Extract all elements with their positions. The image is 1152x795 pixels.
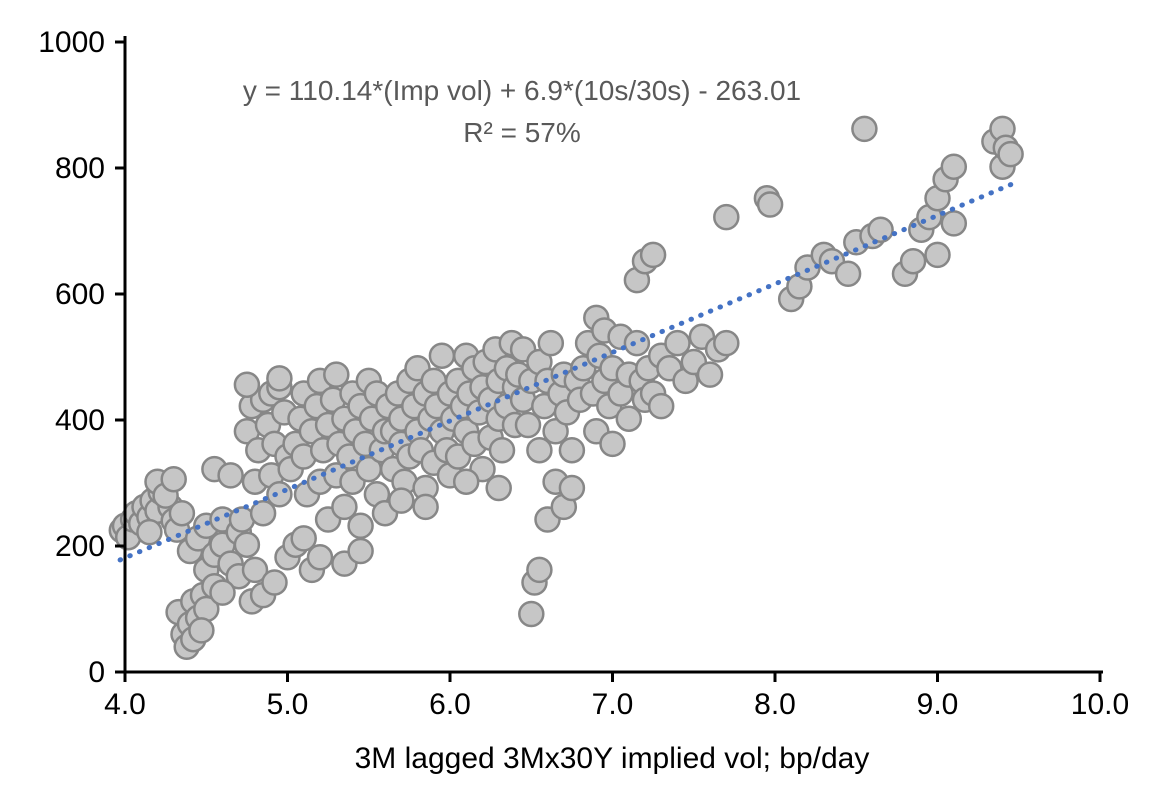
scatter-point	[452, 468, 480, 495]
scatter-point	[526, 556, 553, 584]
scatter-point	[647, 392, 675, 420]
scatter-point	[160, 465, 187, 493]
x-tick-label: 6.0	[429, 688, 471, 721]
scatter-point	[639, 241, 667, 269]
y-tick-label: 1000	[38, 26, 105, 59]
scatter-point	[713, 329, 740, 357]
scatter-point	[233, 531, 261, 558]
scatter-point	[388, 487, 415, 514]
scatter-point	[696, 361, 724, 388]
scatter-point	[266, 481, 293, 508]
scatter-point	[940, 153, 968, 180]
scatter-point	[488, 436, 516, 464]
y-tick-label: 400	[55, 404, 105, 437]
scatter-point	[997, 140, 1024, 168]
scatter-point	[347, 512, 374, 540]
scatter-points-layer	[108, 115, 1024, 661]
scatter-point	[537, 329, 565, 357]
scatter-point	[266, 365, 293, 392]
scatter-point	[217, 462, 244, 489]
scatter-point	[558, 436, 586, 464]
scatter-point	[940, 210, 968, 237]
x-tick-label: 8.0	[754, 688, 796, 721]
scatter-point	[924, 241, 951, 269]
scatter-point	[713, 203, 740, 231]
scatter-point	[209, 579, 236, 606]
scatter-point	[347, 537, 374, 565]
scatter-point	[290, 525, 317, 552]
scatter-point	[241, 556, 269, 584]
regression-equation: y = 110.14*(Imp vol) + 6.9*(10s/30s) - 2…	[243, 75, 801, 106]
scatter-point	[306, 544, 334, 571]
scatter-point	[518, 600, 545, 628]
x-tick-label: 9.0	[917, 688, 959, 721]
scatter-point	[188, 617, 215, 644]
scatter-point	[428, 342, 456, 369]
x-tick-label: 5.0	[267, 688, 309, 721]
scatter-point	[542, 418, 569, 445]
scatter-point	[899, 247, 927, 275]
scatter-point	[756, 191, 784, 218]
scatter-point	[615, 405, 643, 432]
scatter-point	[323, 361, 350, 388]
scatter-point	[233, 371, 261, 398]
x-axis-label: 3M lagged 3Mx30Y implied vol; bp/day	[355, 742, 870, 775]
scatter-point	[412, 493, 439, 521]
scatter-point	[136, 518, 163, 546]
scatter-point	[331, 493, 358, 521]
scatter-point	[514, 411, 542, 439]
y-tick-label: 0	[88, 656, 105, 689]
x-tick-label: 7.0	[592, 688, 634, 721]
ticks-layer: 4.0 5.0 6.0 7.0 8.0 9.0 10.0 0 200 400 600 800 1000	[38, 26, 1129, 721]
scatter-point	[851, 115, 878, 143]
scatter-point	[664, 329, 691, 357]
scatter-point	[558, 474, 586, 502]
scatter-point	[249, 499, 277, 527]
scatter-point	[526, 436, 553, 464]
y-tick-label: 200	[55, 530, 105, 563]
x-tick-label: 4.0	[104, 688, 146, 721]
scatter-point	[261, 569, 288, 596]
y-tick-label: 800	[55, 152, 105, 185]
scatter-point	[834, 260, 862, 288]
r-squared-label: R² = 57%	[463, 117, 581, 148]
scatter-point	[599, 430, 626, 458]
scatter-point	[168, 499, 196, 527]
scatter-point	[485, 474, 512, 502]
scatter-point	[623, 329, 651, 357]
x-tick-label: 10.0	[1071, 688, 1129, 721]
scatter-point	[867, 216, 894, 243]
y-tick-label: 600	[55, 278, 105, 311]
